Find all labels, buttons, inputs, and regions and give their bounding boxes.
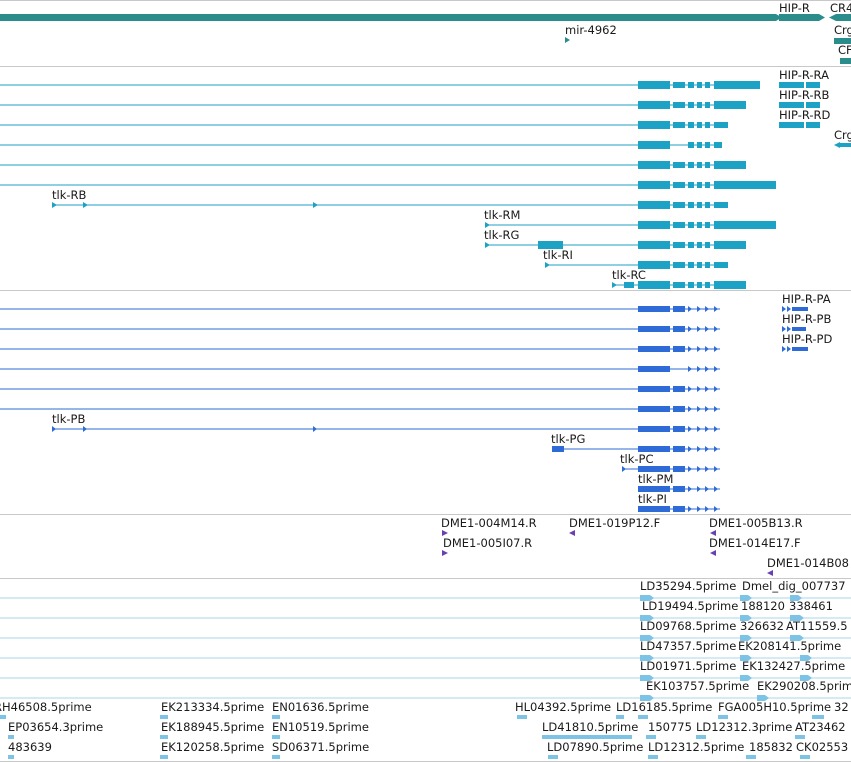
est-cluster-markers[interactable] [0, 715, 824, 759]
est-label[interactable]: LD16185.5prime [616, 700, 712, 714]
probe-label[interactable]: DME1-005I07.R [443, 536, 532, 550]
gene-label[interactable]: CF [838, 43, 851, 57]
protein-blocks[interactable] [52, 306, 808, 512]
est-label[interactable]: EK213334.5prime [161, 700, 264, 714]
est-label[interactable]: EN10519.5prime [272, 720, 369, 734]
est-label[interactable]: SD06371.5prime [272, 740, 369, 754]
probe-label[interactable]: DME1-019P12.F [569, 516, 660, 530]
est-label[interactable]: EK132427.5prime [742, 659, 845, 673]
protein-label[interactable]: tlk-PM [638, 472, 673, 486]
protein-label[interactable]: HIP-R-PB [782, 312, 831, 326]
est-label[interactable]: EK188945.5prime [161, 720, 264, 734]
gene-label[interactable]: HIP-R [779, 1, 810, 15]
est-label[interactable]: LD41810.5prime [542, 720, 638, 734]
est-label[interactable]: 483639 [8, 740, 52, 754]
est-label[interactable]: RH46508.5prime [0, 700, 92, 714]
protein-label[interactable]: HIP-R-PD [782, 332, 832, 346]
gene-span-track: HIP-R CR4 mir-4962 Crg CF [0, 0, 851, 64]
est-label[interactable]: AT11559.5 [786, 619, 848, 633]
transcript-label[interactable]: Crg [834, 128, 851, 142]
est-label[interactable]: EK208141.5prime [738, 639, 841, 653]
est-markers[interactable] [640, 595, 812, 701]
protein-label[interactable]: tlk-PG [551, 432, 585, 446]
est-label[interactable]: EK120258.5prime [161, 740, 264, 754]
protein-label[interactable]: tlk-PB [52, 412, 85, 426]
est-label[interactable]: LD12312.3prime [696, 720, 792, 734]
gene-span-bar[interactable] [840, 58, 851, 64]
gene-span-bar[interactable] [779, 14, 819, 21]
est-label[interactable]: 150775 [648, 720, 692, 734]
probe-label[interactable]: DME1-004M14.R [441, 516, 537, 530]
est-label[interactable]: CK02553 [796, 740, 848, 754]
gene-label[interactable]: Crg [834, 23, 851, 37]
probe-label[interactable]: DME1-014B08 [767, 556, 849, 570]
transcript-label[interactable]: HIP-R-RA [779, 68, 829, 82]
est-label[interactable]: 188120 [741, 599, 785, 613]
est-lines [0, 597, 851, 699]
probe-track: DME1-004M14.R DME1-019P12.F DME1-005B13.… [0, 514, 851, 576]
est-label[interactable]: EP03654.3prime [8, 720, 103, 734]
est-label[interactable]: 338461 [789, 599, 833, 613]
transcript-label[interactable]: HIP-R-RB [779, 88, 830, 102]
est-label[interactable]: EK103757.5prime [646, 679, 749, 693]
est-label[interactable]: LD12312.5prime [648, 740, 744, 754]
protein-label[interactable]: HIP-R-PA [782, 292, 831, 306]
est-label[interactable]: AT23462 [795, 720, 846, 734]
gene-span-bar[interactable] [834, 38, 851, 44]
est-track: LD35294.5prime Dmel_dig_007737 LD19494.5… [0, 578, 851, 701]
strand-arrow-icon [565, 37, 570, 43]
transcript-label[interactable]: HIP-R-RD [779, 108, 831, 122]
est-label[interactable]: HL04392.5prime [515, 700, 611, 714]
est-label[interactable]: EN01636.5prime [272, 700, 369, 714]
probe-label[interactable]: DME1-014E17.F [709, 536, 801, 550]
est-cluster-track: RH46508.5prime EK213334.5prime EN01636.5… [0, 700, 851, 762]
gene-label[interactable]: mir-4962 [565, 23, 617, 37]
strand-arrow-icon [819, 14, 825, 21]
transcript-label[interactable]: tlk-RM [484, 208, 520, 222]
est-label[interactable]: Dmel_dig_007737 [742, 579, 846, 593]
est-label[interactable]: 185832 [749, 740, 793, 754]
protein-track: HIP-R-PA HIP-R-PB HIP-R-PD tlk-PB tlk-PG… [0, 290, 851, 512]
strand-arrow-icon [829, 14, 836, 21]
transcript-track: HIP-R-RA HIP-R-RB HIP-R-RD Crg tlk-RB tl… [0, 66, 851, 289]
gene-span-bar[interactable] [836, 14, 851, 21]
protein-label[interactable]: tlk-PI [638, 492, 667, 506]
transcript-label[interactable]: tlk-RG [484, 228, 519, 242]
probe-markers[interactable] [442, 530, 773, 576]
transcript-label[interactable]: tlk-RC [612, 268, 646, 282]
est-label[interactable]: LD35294.5prime [640, 579, 736, 593]
transcript-exons[interactable] [52, 81, 851, 289]
protein-label[interactable]: tlk-PC [620, 452, 653, 466]
est-label[interactable]: LD19494.5prime [642, 599, 738, 613]
est-label[interactable]: LD07890.5prime [547, 740, 643, 754]
transcript-label[interactable]: tlk-RI [543, 248, 573, 262]
est-label[interactable]: EK290208.5prime [757, 679, 851, 693]
transcript-label[interactable]: tlk-RB [52, 188, 87, 202]
protein-lines [0, 308, 720, 510]
est-label[interactable]: LD09768.5prime [640, 619, 736, 633]
gene-label[interactable]: CR4 [830, 1, 851, 15]
est-label[interactable]: 326632 [740, 619, 784, 633]
probe-label[interactable]: DME1-005B13.R [709, 516, 803, 530]
gene-span-bar[interactable] [0, 14, 776, 21]
est-label[interactable]: LD47357.5prime [640, 639, 736, 653]
est-label[interactable]: LD01971.5prime [640, 659, 736, 673]
est-label[interactable]: 32 [834, 700, 849, 714]
est-label[interactable]: FGA005H10.5prime [718, 700, 831, 714]
